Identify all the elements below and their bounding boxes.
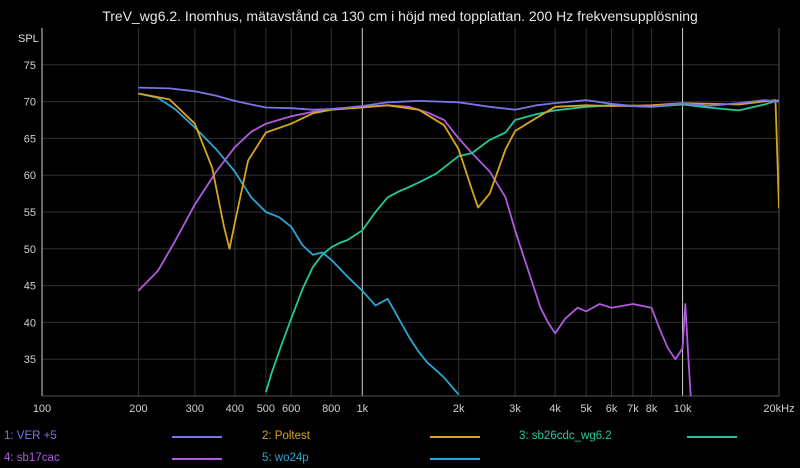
series-lines [137,86,779,396]
x-tick-label: 1k [356,403,368,415]
grid [41,28,780,397]
series-line-4 [137,104,692,396]
series-line-3 [265,99,779,393]
legend-label-2: 2: Poltest [262,430,310,442]
y-tick-label: 55 [24,207,36,219]
x-tick-label: 5k [580,403,592,415]
y-tick-label: 65 [24,133,36,145]
x-tick-label: 600 [282,403,300,415]
y-tick-label: 35 [24,354,36,366]
series-line-2 [138,92,779,250]
y-tick-label: 60 [24,170,36,182]
legend-swatch-3 [687,436,737,438]
x-tick-label: 6k [606,403,618,415]
legend-label-4: 4: sb17cac [4,452,60,464]
chart-title: TreV_wg6.2. Inomhus, mätavstånd ca 130 c… [102,8,698,24]
x-tick-label: 7k [627,403,639,415]
x-tick-label: 10k [674,403,692,415]
x-tick-label: 20kHz [763,403,794,415]
x-tick-label: 300 [186,403,204,415]
series-line-5 [138,92,460,396]
legend-label-5: 5: wo24p [262,452,309,464]
y-tick-label: 75 [24,60,36,72]
x-tick-label: 800 [322,403,340,415]
x-tick-label: 3k [509,403,521,415]
legend-swatch-2 [430,436,480,438]
y-tick-labels: 35 40 45 50 55 60 65 70 75 [24,60,36,366]
y-tick-label: 70 [24,97,36,109]
y-tick-label: 45 [24,281,36,293]
legend-swatch-5 [430,458,480,460]
legend-swatch-4 [172,458,222,460]
x-tick-label: 4k [549,403,561,415]
x-tick-label: 400 [226,403,244,415]
y-tick-label: 50 [24,244,36,256]
x-tick-label: 200 [129,403,147,415]
series-line-1 [138,86,779,111]
legend-swatch-1 [172,436,222,438]
x-tick-labels: 100 200 300 400 500 600 800 1k 2k 3k 4k 5k 6k 7k 8k 10k… [33,403,795,415]
legend-label-1: 1: VER +5 [4,430,57,442]
x-tick-label: 2k [453,403,465,415]
x-tick-label: 500 [257,403,275,415]
x-tick-label: 100 [33,403,51,415]
y-tick-label: 40 [24,317,36,329]
x-tick-label: 8k [646,403,658,415]
y-axis-label: SPL [18,33,39,45]
legend-label-3: 3: sb26cdc_wg6.2 [519,430,612,442]
